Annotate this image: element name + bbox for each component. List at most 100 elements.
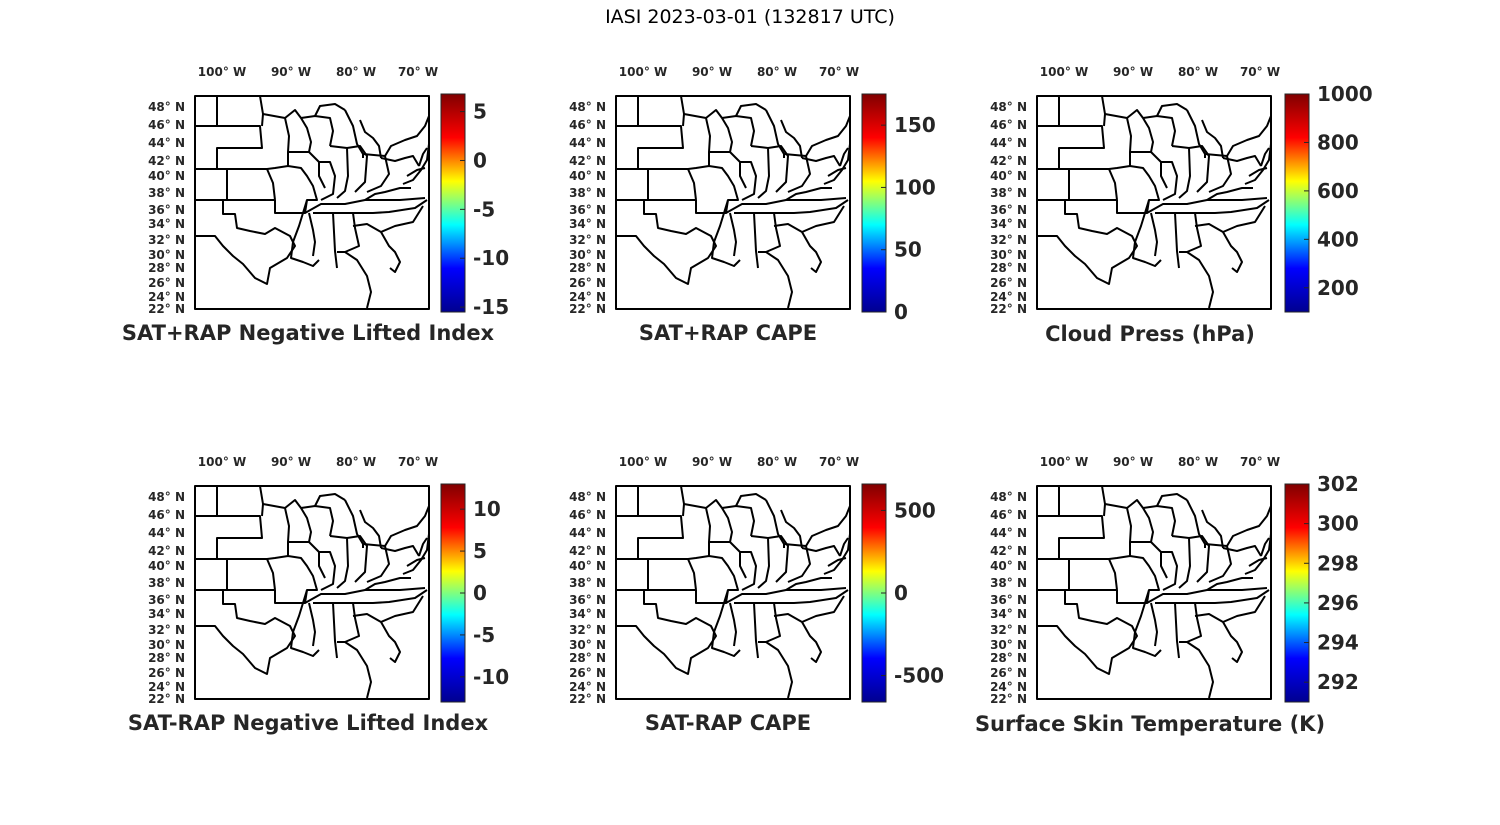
state-boundary-line [418,147,428,167]
state-boundary-line [1195,589,1270,604]
lat-tick-label: 26° N [569,666,606,680]
lat-tick-label: 28° N [569,261,606,275]
map-panel-4: 100° W 90° W 80° W 70° W 48° N 46° N 44° N 42° … [128,455,509,735]
state-boundaries [615,95,851,310]
lat-tick-label: 26° N [990,276,1027,290]
colorbar-tick-label: 5 [473,100,487,124]
state-boundary-line [1195,199,1270,214]
map-frame [1036,95,1272,310]
state-boundary-line [406,557,426,567]
state-boundaries [1036,95,1272,310]
state-boundary-line [227,558,276,591]
state-boundary-line [1226,505,1272,547]
state-boundary-line [1132,589,1162,657]
state-boundary-line [1260,147,1270,167]
colorbar-tick-label: 5 [473,539,487,563]
state-boundary-line [353,199,428,214]
state-boundary-line [1150,602,1158,647]
state-boundary-line [290,589,320,657]
state-boundary-line [774,199,849,214]
lat-tick-label: 48° N [569,100,606,114]
colorbar-tick-label: 200 [1317,276,1359,300]
state-boundary-line [765,251,793,309]
state-boundary-line [615,95,851,310]
state-boundary-line [705,499,733,543]
colorbar-tick-label: -500 [894,664,944,688]
colorbar-tick-label: 0 [894,300,908,324]
state-boundary-line [344,109,364,155]
lat-tick-label: 24° N [990,680,1027,694]
state-boundary-line [1156,103,1188,117]
state-boundary-line [266,165,318,214]
colorbar-tick-label: 100 [894,175,936,199]
state-boundary-line [380,155,420,167]
state-boundary-line [1222,595,1266,623]
state-boundary-line [227,168,276,201]
figure-title: IASI 2023-03-01 (132817 UTC) [605,6,895,28]
lat-tick-label: 36° N [569,593,606,607]
state-boundary-line [353,589,428,604]
state-boundary-line [616,515,684,560]
lat-tick-label: 26° N [148,276,185,290]
state-boundary-line [729,212,737,257]
colorbar-tick-label: 298 [1317,551,1359,575]
state-boundary-line [1206,187,1253,201]
lon-tick-label: 70° W [819,65,859,79]
lat-tick-label: 24° N [990,290,1027,304]
state-boundary-line [380,205,424,233]
colorbar-tick-label: 294 [1317,631,1359,655]
state-boundary-line [750,145,770,199]
state-boundary-line [687,165,739,214]
lat-tick-label: 24° N [148,680,185,694]
state-boundary-line [711,199,741,267]
lat-tick-label: 44° N [148,526,185,540]
state-boundary-line [827,557,847,567]
state-boundary-line [1201,119,1224,159]
state-boundary-line [1222,205,1266,233]
map-frame [1036,485,1272,700]
colorbar-tick-label: 600 [1317,179,1359,203]
state-boundary-line [1142,115,1176,147]
state-boundary-line [1104,113,1132,166]
map-frame [194,95,430,310]
state-boundary-line [1186,251,1214,309]
state-boundary-line [740,551,757,591]
state-boundary-line [801,545,841,557]
state-boundary-line [1171,535,1191,589]
lat-tick-label: 26° N [148,666,185,680]
lon-tick-label: 70° W [398,455,438,469]
panel-title: SAT+RAP Negative Lifted Index [122,321,495,345]
lon-tick-label: 90° W [271,455,311,469]
state-boundary-line [1126,109,1154,153]
state-boundary-line [406,167,426,177]
state-boundary-line [364,577,411,591]
state-boundary-line [1171,145,1191,199]
state-boundary-line [734,212,759,269]
state-boundary-line [805,115,851,157]
lat-tick-label: 36° N [148,593,185,607]
state-boundary-line [1146,587,1268,604]
lat-tick-label: 36° N [569,203,606,217]
state-boundary-line [721,115,755,147]
state-boundary-line [683,113,711,166]
lat-tick-label: 38° N [990,186,1027,200]
lon-tick-label: 100° W [198,65,246,79]
panel-title: SAT-RAP Negative Lifted Index [128,711,489,735]
lon-tick-label: 100° W [1040,455,1088,469]
map-panel-1: 100° W 90° W 80° W 70° W 48° N 46° N 44° N 42° … [122,65,509,345]
state-boundary-line [300,505,334,537]
colorbar [1284,93,1310,313]
lat-tick-label: 48° N [569,490,606,504]
lat-tick-label: 30° N [569,248,606,262]
lat-tick-label: 34° N [148,217,185,231]
state-boundary-line [1161,161,1178,201]
state-boundary-line [359,119,382,159]
lat-tick-label: 36° N [990,203,1027,217]
state-boundary-line [774,589,849,604]
lat-tick-label: 40° N [569,169,606,183]
lat-tick-label: 40° N [148,169,185,183]
state-boundary-line [1132,199,1162,267]
colorbar-tick-label: 0 [473,148,487,172]
state-boundary-line [384,115,430,157]
lon-tick-label: 90° W [1113,65,1153,79]
